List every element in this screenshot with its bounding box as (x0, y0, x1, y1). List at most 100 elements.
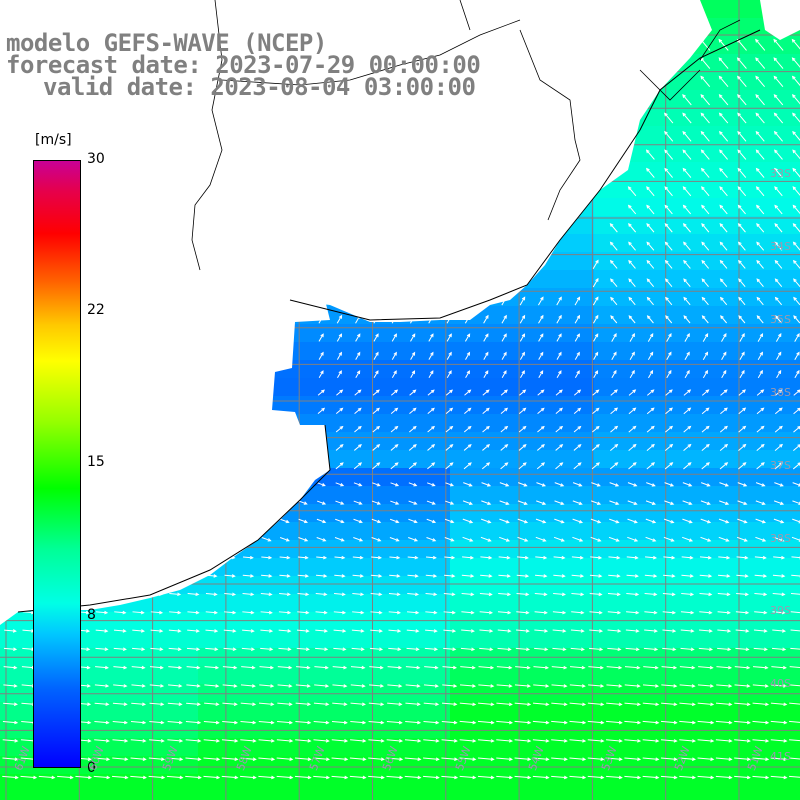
wind-arrow (556, 296, 562, 306)
wind-arrow (610, 407, 619, 415)
wind-arrow (697, 739, 715, 743)
wind-arrow (774, 167, 783, 178)
wind-arrow (465, 351, 471, 360)
wind-arrow (258, 720, 275, 725)
wind-arrow (660, 775, 678, 780)
wind-arrow (276, 757, 294, 761)
wind-arrow (752, 757, 770, 761)
wind-arrow (682, 536, 694, 542)
wind-arrow (701, 186, 710, 197)
wind-arrow (663, 574, 676, 578)
wind-arrow (644, 592, 658, 597)
wind-arrow (478, 702, 495, 707)
wind-arrow (609, 500, 620, 505)
wind-arrow (790, 647, 800, 650)
wind-arrow (500, 425, 509, 433)
wind-arrow (774, 278, 783, 287)
wind-arrow (335, 518, 345, 524)
wind-arrow (296, 647, 310, 652)
wind-arrow (535, 574, 548, 578)
wind-arrow (169, 610, 182, 615)
wind-arrow (242, 610, 255, 615)
wind-arrow (773, 536, 785, 542)
wind-arrow (336, 351, 342, 360)
wind-arrow (753, 647, 768, 652)
wind-arrow (408, 444, 417, 451)
wind-arrow (569, 775, 587, 780)
wind-arrow (574, 314, 581, 324)
wind-arrow (756, 223, 765, 233)
wind-arrow (644, 610, 658, 615)
wind-arrow (755, 536, 767, 542)
wind-arrow (114, 610, 127, 615)
wind-arrow (260, 647, 274, 652)
wind-arrow (628, 259, 636, 269)
wind-arrow (258, 757, 276, 761)
wind-arrow (516, 629, 530, 633)
wind-arrow (38, 775, 56, 780)
wind-arrow (793, 296, 800, 306)
wind-arrow (737, 94, 747, 106)
wind-arrow (148, 757, 166, 761)
wind-arrow (260, 629, 274, 633)
wind-arrow (334, 574, 346, 578)
wind-arrow (331, 775, 349, 780)
wind-arrow (242, 574, 255, 578)
wind-arrow (534, 592, 548, 597)
wind-arrow (718, 75, 729, 88)
wind-arrow (647, 333, 654, 342)
wind-arrow (425, 574, 438, 578)
wind-arrow (169, 592, 182, 597)
wind-arrow (753, 665, 769, 670)
wind-arrow (680, 629, 695, 633)
wind-arrow (500, 407, 509, 415)
wind-arrow (590, 500, 602, 505)
wind-arrow (478, 684, 495, 688)
wind-arrow (424, 647, 439, 652)
wind-arrow (607, 592, 621, 597)
wind-arrow (351, 629, 365, 633)
wind-arrow (754, 610, 768, 615)
wind-arrow (569, 702, 587, 707)
wind-arrow (223, 629, 237, 633)
wind-arrow (386, 757, 404, 761)
wind-arrow (518, 425, 527, 433)
wind-arrow (755, 482, 766, 487)
wind-arrow (776, 369, 782, 379)
wind-arrow (501, 333, 507, 342)
wind-arrow (701, 389, 710, 396)
wind-arrow (404, 775, 422, 780)
wind-arrow (734, 684, 751, 688)
wind-arrow (663, 555, 676, 560)
wind-arrow (682, 482, 693, 487)
wind-arrow (427, 444, 436, 451)
wind-arrow (771, 684, 788, 688)
wind-arrow (205, 629, 219, 633)
wind-arrow (715, 757, 733, 761)
wind-arrow (719, 223, 728, 233)
wind-arrow (295, 720, 312, 725)
wind-arrow (112, 702, 128, 706)
wind-arrow (480, 555, 493, 560)
wind-arrow (372, 462, 381, 470)
wind-arrow (647, 351, 654, 361)
wind-arrow (683, 443, 692, 451)
wind-arrow (258, 775, 276, 780)
wind-arrow (297, 610, 310, 615)
wind-arrow (551, 757, 568, 761)
wind-arrow (679, 665, 696, 670)
wind-arrow (607, 629, 622, 633)
wind-arrow (478, 665, 495, 670)
wind-arrow (554, 518, 565, 524)
wind-arrow (553, 592, 566, 597)
wind-arrow (537, 444, 545, 451)
wind-arrow (407, 592, 420, 597)
wind-arrow (497, 610, 512, 615)
wind-arrow (444, 537, 455, 542)
wind-arrow (464, 407, 472, 415)
wind-arrow (465, 370, 470, 378)
wind-arrow (463, 425, 472, 433)
wind-arrow (609, 241, 618, 251)
wind-arrow (295, 702, 312, 707)
wind-arrow (538, 351, 544, 360)
